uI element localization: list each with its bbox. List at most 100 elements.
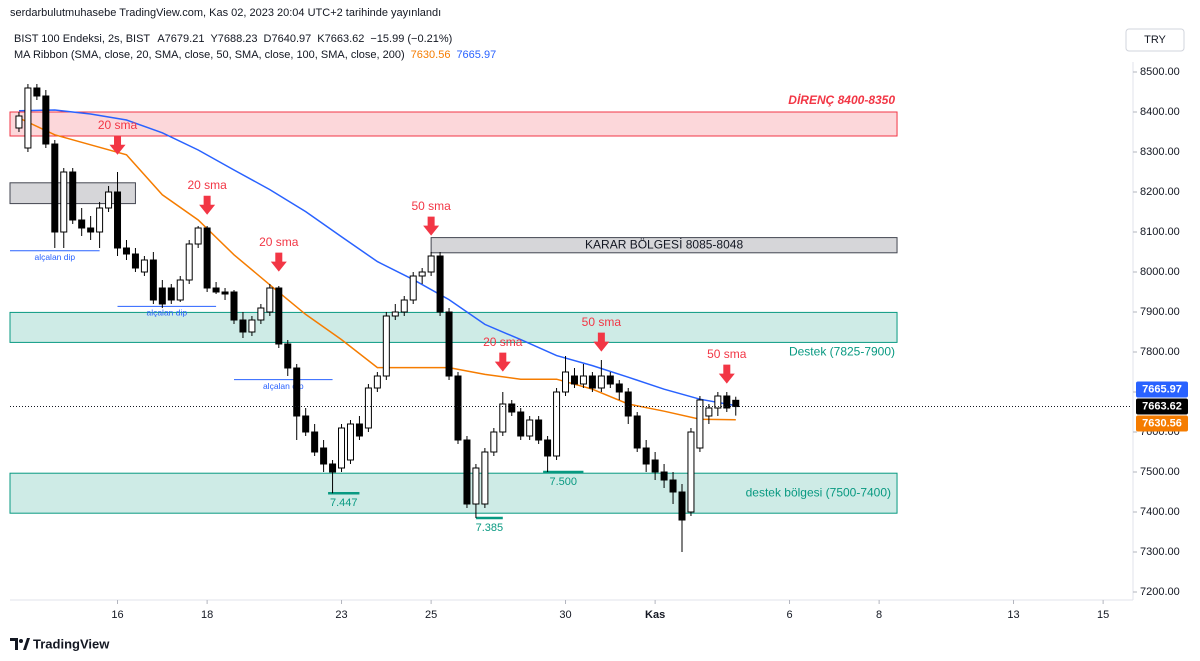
- ohlc-value: 7663.62: [325, 33, 365, 45]
- candle-body: [391, 311, 399, 317]
- candle-body: [633, 415, 641, 449]
- moving-average: [18, 109, 736, 407]
- candle-body: [96, 207, 104, 233]
- y-tick-label: 7900.00: [1140, 306, 1180, 318]
- y-tick-label: 8300.00: [1140, 146, 1180, 158]
- candle-body: [275, 287, 283, 345]
- indicator: MA Ribbon (SMA, close, 20, SMA, close, 5…: [14, 49, 405, 61]
- annotation-label: 20 sma: [98, 118, 138, 132]
- candle-body: [114, 191, 122, 249]
- level-label: alçalan dip: [34, 252, 75, 262]
- y-tick-label: 7300.00: [1140, 546, 1180, 558]
- ohlc-value: 7640.97: [272, 33, 312, 45]
- symbol-legend: BIST 100 Endeksi, 2s, BIST A7679.21 Y7688.…: [14, 33, 452, 45]
- annotation-arrow: [718, 364, 735, 384]
- x-tick-label: 25: [425, 609, 437, 621]
- x-tick-label: 15: [1097, 609, 1109, 621]
- y-tick-label: 7800.00: [1140, 346, 1180, 358]
- level-label: 7.385: [476, 522, 504, 534]
- candle-body: [696, 399, 704, 449]
- ohlc-value: 7688.23: [218, 33, 258, 45]
- candle-body: [499, 403, 507, 433]
- candle-body: [687, 431, 695, 513]
- candle-body: [320, 447, 328, 465]
- candle-body: [723, 395, 731, 409]
- candle-body: [436, 255, 444, 313]
- publisher: serdarbulutmuhasebe TradingView.com, Kas…: [10, 7, 441, 19]
- indicator-legend: MA Ribbon (SMA, close, 20, SMA, close, 5…: [14, 49, 496, 61]
- change: −15.99 (−0.21%): [370, 33, 452, 45]
- x-tick-label: 8: [876, 609, 882, 621]
- zone: [9, 311, 898, 343]
- candle-body: [105, 191, 113, 209]
- price-label: 7665.97: [1142, 383, 1182, 395]
- ohlc-label: K: [317, 33, 325, 45]
- price-label: 7630.56: [1142, 417, 1182, 429]
- candle-body: [526, 419, 534, 437]
- candle-body: [463, 439, 471, 505]
- candle-body: [418, 271, 426, 277]
- candle-body: [266, 287, 274, 313]
- price-label-box: [1136, 381, 1188, 398]
- candle-body: [660, 471, 668, 481]
- candle-body: [588, 375, 596, 389]
- candle-body: [131, 253, 139, 269]
- ohlc-label: D: [264, 33, 272, 45]
- y-tick-label: 8500.00: [1140, 66, 1180, 78]
- candle-body: [87, 227, 95, 233]
- candle-body: [732, 399, 740, 408]
- y-tick-label: 8400.00: [1140, 106, 1180, 118]
- candle-body: [562, 371, 570, 393]
- candle-body: [597, 375, 605, 389]
- candle-body: [248, 319, 256, 333]
- candle-body: [624, 391, 632, 417]
- candle-body: [346, 423, 354, 461]
- x-tick-label: Kas: [645, 609, 665, 621]
- annotation-label: 20 sma: [483, 335, 523, 349]
- candle-body: [302, 415, 310, 433]
- candle-body: [364, 387, 372, 429]
- y-tick-label: 8000.00: [1140, 266, 1180, 278]
- candle-body: [517, 411, 525, 437]
- level-label: alçalan dip: [146, 308, 187, 318]
- candle-body: [570, 375, 578, 385]
- level-label: 7.500: [550, 476, 578, 488]
- candle-body: [122, 247, 130, 255]
- currency[interactable]: TRY: [1144, 34, 1166, 46]
- price-label-box: [1136, 415, 1188, 432]
- zone-label: KARAR BÖLGESİ 8085-8048: [585, 237, 743, 251]
- brand-logo: [10, 638, 30, 650]
- candle-body: [78, 219, 86, 229]
- annotation-arrow: [270, 252, 287, 272]
- annotation-arrow: [494, 352, 511, 372]
- candle-body: [400, 299, 408, 313]
- annotation-label: 50 sma: [582, 315, 622, 329]
- candle-body: [33, 87, 41, 97]
- candle-body: [167, 287, 175, 301]
- annotation-arrow: [199, 195, 216, 215]
- annotation-arrow: [423, 216, 440, 236]
- candle-body: [409, 275, 417, 301]
- candle-body: [642, 447, 650, 465]
- candle-body: [373, 375, 381, 389]
- candle-body: [284, 343, 292, 369]
- candle-body: [51, 143, 59, 233]
- candle-body: [579, 375, 587, 385]
- candle-body: [329, 463, 337, 473]
- y-tick-label: 8100.00: [1140, 226, 1180, 238]
- x-tick-label: 30: [559, 609, 571, 621]
- level-label: 7.447: [330, 497, 358, 509]
- candle-body: [678, 491, 686, 521]
- candle-body: [194, 227, 202, 245]
- annotation-label: 50 sma: [707, 347, 747, 361]
- annotation-label: 20 sma: [187, 178, 227, 192]
- candle-body: [203, 227, 211, 289]
- candle-body: [230, 291, 238, 321]
- currency-box[interactable]: [1125, 28, 1185, 52]
- candle-body: [24, 87, 32, 149]
- candle-body: [535, 419, 543, 441]
- candle-body: [176, 279, 184, 301]
- candle-body: [293, 367, 301, 417]
- candle-body: [606, 375, 614, 385]
